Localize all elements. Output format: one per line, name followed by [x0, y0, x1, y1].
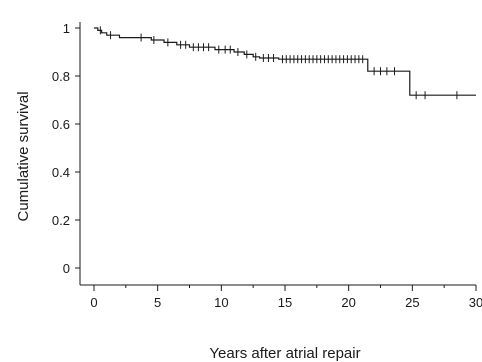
- y-axis-label: Cumulative survival: [15, 91, 32, 221]
- y-axis: 0 0.2 0.4 0.6 0.8 1: [52, 21, 81, 285]
- y-tick-label: 0.6: [52, 117, 70, 132]
- x-ticks: 0 5 10 15 20 25 30: [90, 285, 482, 310]
- y-ticks: 0 0.2 0.4 0.6 0.8 1: [52, 21, 80, 276]
- y-tick-label: 0.8: [52, 69, 70, 84]
- x-tick-label: 30: [469, 295, 482, 310]
- x-tick-label: 20: [341, 295, 355, 310]
- x-axis: 0 5 10 15 20 25 30: [80, 284, 482, 310]
- y-tick-label: 0.4: [52, 165, 70, 180]
- survival-curve: [94, 27, 476, 96]
- x-tick-label: 10: [214, 295, 228, 310]
- plot-area: [94, 26, 476, 100]
- y-tick-label: 0.2: [52, 213, 70, 228]
- censor-marks: [99, 26, 458, 100]
- y-tick-label: 0: [63, 261, 70, 276]
- x-axis-label: Years after atrial repair: [209, 345, 360, 362]
- y-tick-label: 1: [63, 21, 70, 36]
- x-tick-label: 0: [90, 295, 97, 310]
- x-tick-label: 15: [278, 295, 292, 310]
- x-tick-label: 25: [405, 295, 419, 310]
- x-tick-label: 5: [154, 295, 161, 310]
